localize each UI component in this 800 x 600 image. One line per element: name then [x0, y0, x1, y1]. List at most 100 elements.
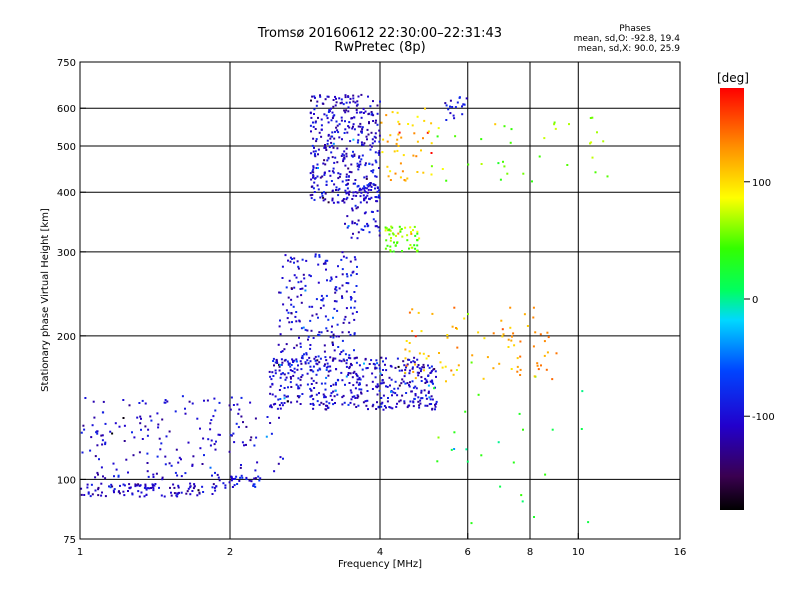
data-point	[266, 416, 269, 418]
data-point	[324, 396, 327, 399]
data-point	[218, 479, 221, 482]
data-point	[424, 404, 427, 407]
data-point	[213, 397, 216, 400]
data-point	[325, 366, 328, 369]
data-point	[104, 443, 107, 446]
data-point	[332, 105, 335, 108]
data-point	[534, 331, 537, 334]
data-point	[211, 493, 214, 495]
data-point	[331, 144, 334, 147]
data-point	[311, 314, 314, 317]
data-point	[331, 342, 334, 345]
data-point	[332, 358, 335, 361]
data-point	[410, 231, 412, 233]
data-point	[102, 400, 105, 403]
data-point	[323, 159, 326, 162]
x-tick-labels: 1 2 4 6 8 10 16	[77, 533, 686, 558]
data-point	[554, 127, 557, 130]
data-point	[399, 162, 402, 165]
data-point	[345, 375, 348, 378]
data-point	[590, 141, 593, 144]
data-point	[402, 380, 405, 383]
data-point	[296, 395, 299, 398]
data-point	[276, 362, 279, 364]
data-point	[348, 382, 351, 384]
data-point	[341, 297, 344, 299]
data-point	[416, 371, 419, 374]
data-point	[413, 225, 416, 228]
data-point	[423, 369, 425, 372]
data-point	[316, 175, 319, 178]
data-point	[161, 418, 164, 421]
data-point	[334, 402, 336, 404]
data-point	[462, 103, 465, 106]
data-point	[455, 327, 457, 329]
data-point	[355, 109, 358, 111]
data-point	[414, 234, 417, 237]
data-point	[344, 383, 346, 386]
data-point	[336, 378, 339, 381]
data-point	[353, 395, 356, 398]
data-point	[389, 250, 392, 253]
colorbar	[720, 88, 744, 510]
data-point	[371, 405, 374, 408]
data-point	[345, 191, 348, 194]
data-point	[370, 185, 373, 188]
data-point	[342, 349, 345, 352]
data-point	[464, 410, 467, 413]
data-point	[104, 422, 107, 425]
data-point	[312, 402, 315, 405]
data-point	[397, 232, 400, 235]
data-point	[412, 360, 415, 363]
data-point	[346, 131, 349, 134]
data-point	[324, 98, 327, 101]
data-point	[386, 400, 389, 403]
data-point	[232, 432, 235, 435]
data-point	[403, 400, 406, 403]
data-point	[345, 307, 348, 310]
data-point	[108, 485, 110, 488]
data-point	[551, 428, 554, 431]
data-point	[339, 353, 342, 356]
data-point	[314, 177, 316, 180]
data-point	[334, 288, 337, 291]
data-point	[375, 359, 378, 362]
data-point	[133, 436, 136, 439]
data-point	[344, 222, 346, 225]
data-point	[370, 131, 373, 134]
data-point	[369, 144, 372, 147]
data-point	[374, 121, 377, 124]
data-point	[189, 482, 192, 485]
data-point	[371, 388, 374, 390]
data-point	[532, 306, 535, 309]
data-point	[477, 393, 480, 396]
data-point	[387, 397, 389, 399]
data-point	[406, 239, 409, 242]
data-point	[312, 175, 315, 178]
data-point	[393, 150, 396, 153]
data-point	[222, 482, 225, 485]
data-point	[589, 142, 591, 145]
data-point	[145, 488, 148, 491]
data-point	[403, 375, 406, 378]
data-point	[378, 153, 381, 156]
data-point	[84, 397, 87, 399]
data-point	[168, 430, 171, 433]
data-point	[351, 222, 354, 225]
data-point	[164, 455, 167, 458]
data-point	[336, 323, 339, 326]
data-point	[352, 138, 355, 141]
data-point	[345, 155, 348, 158]
y-tick-label: 200	[57, 332, 76, 343]
data-point	[83, 494, 86, 496]
data-point	[312, 125, 315, 128]
data-point	[486, 356, 489, 359]
data-point	[296, 368, 299, 371]
data-point	[453, 306, 456, 309]
data-point	[299, 384, 302, 387]
data-point	[281, 350, 284, 353]
data-point	[449, 99, 452, 102]
data-point	[320, 294, 323, 297]
data-point	[543, 354, 546, 357]
data-point	[245, 476, 248, 479]
